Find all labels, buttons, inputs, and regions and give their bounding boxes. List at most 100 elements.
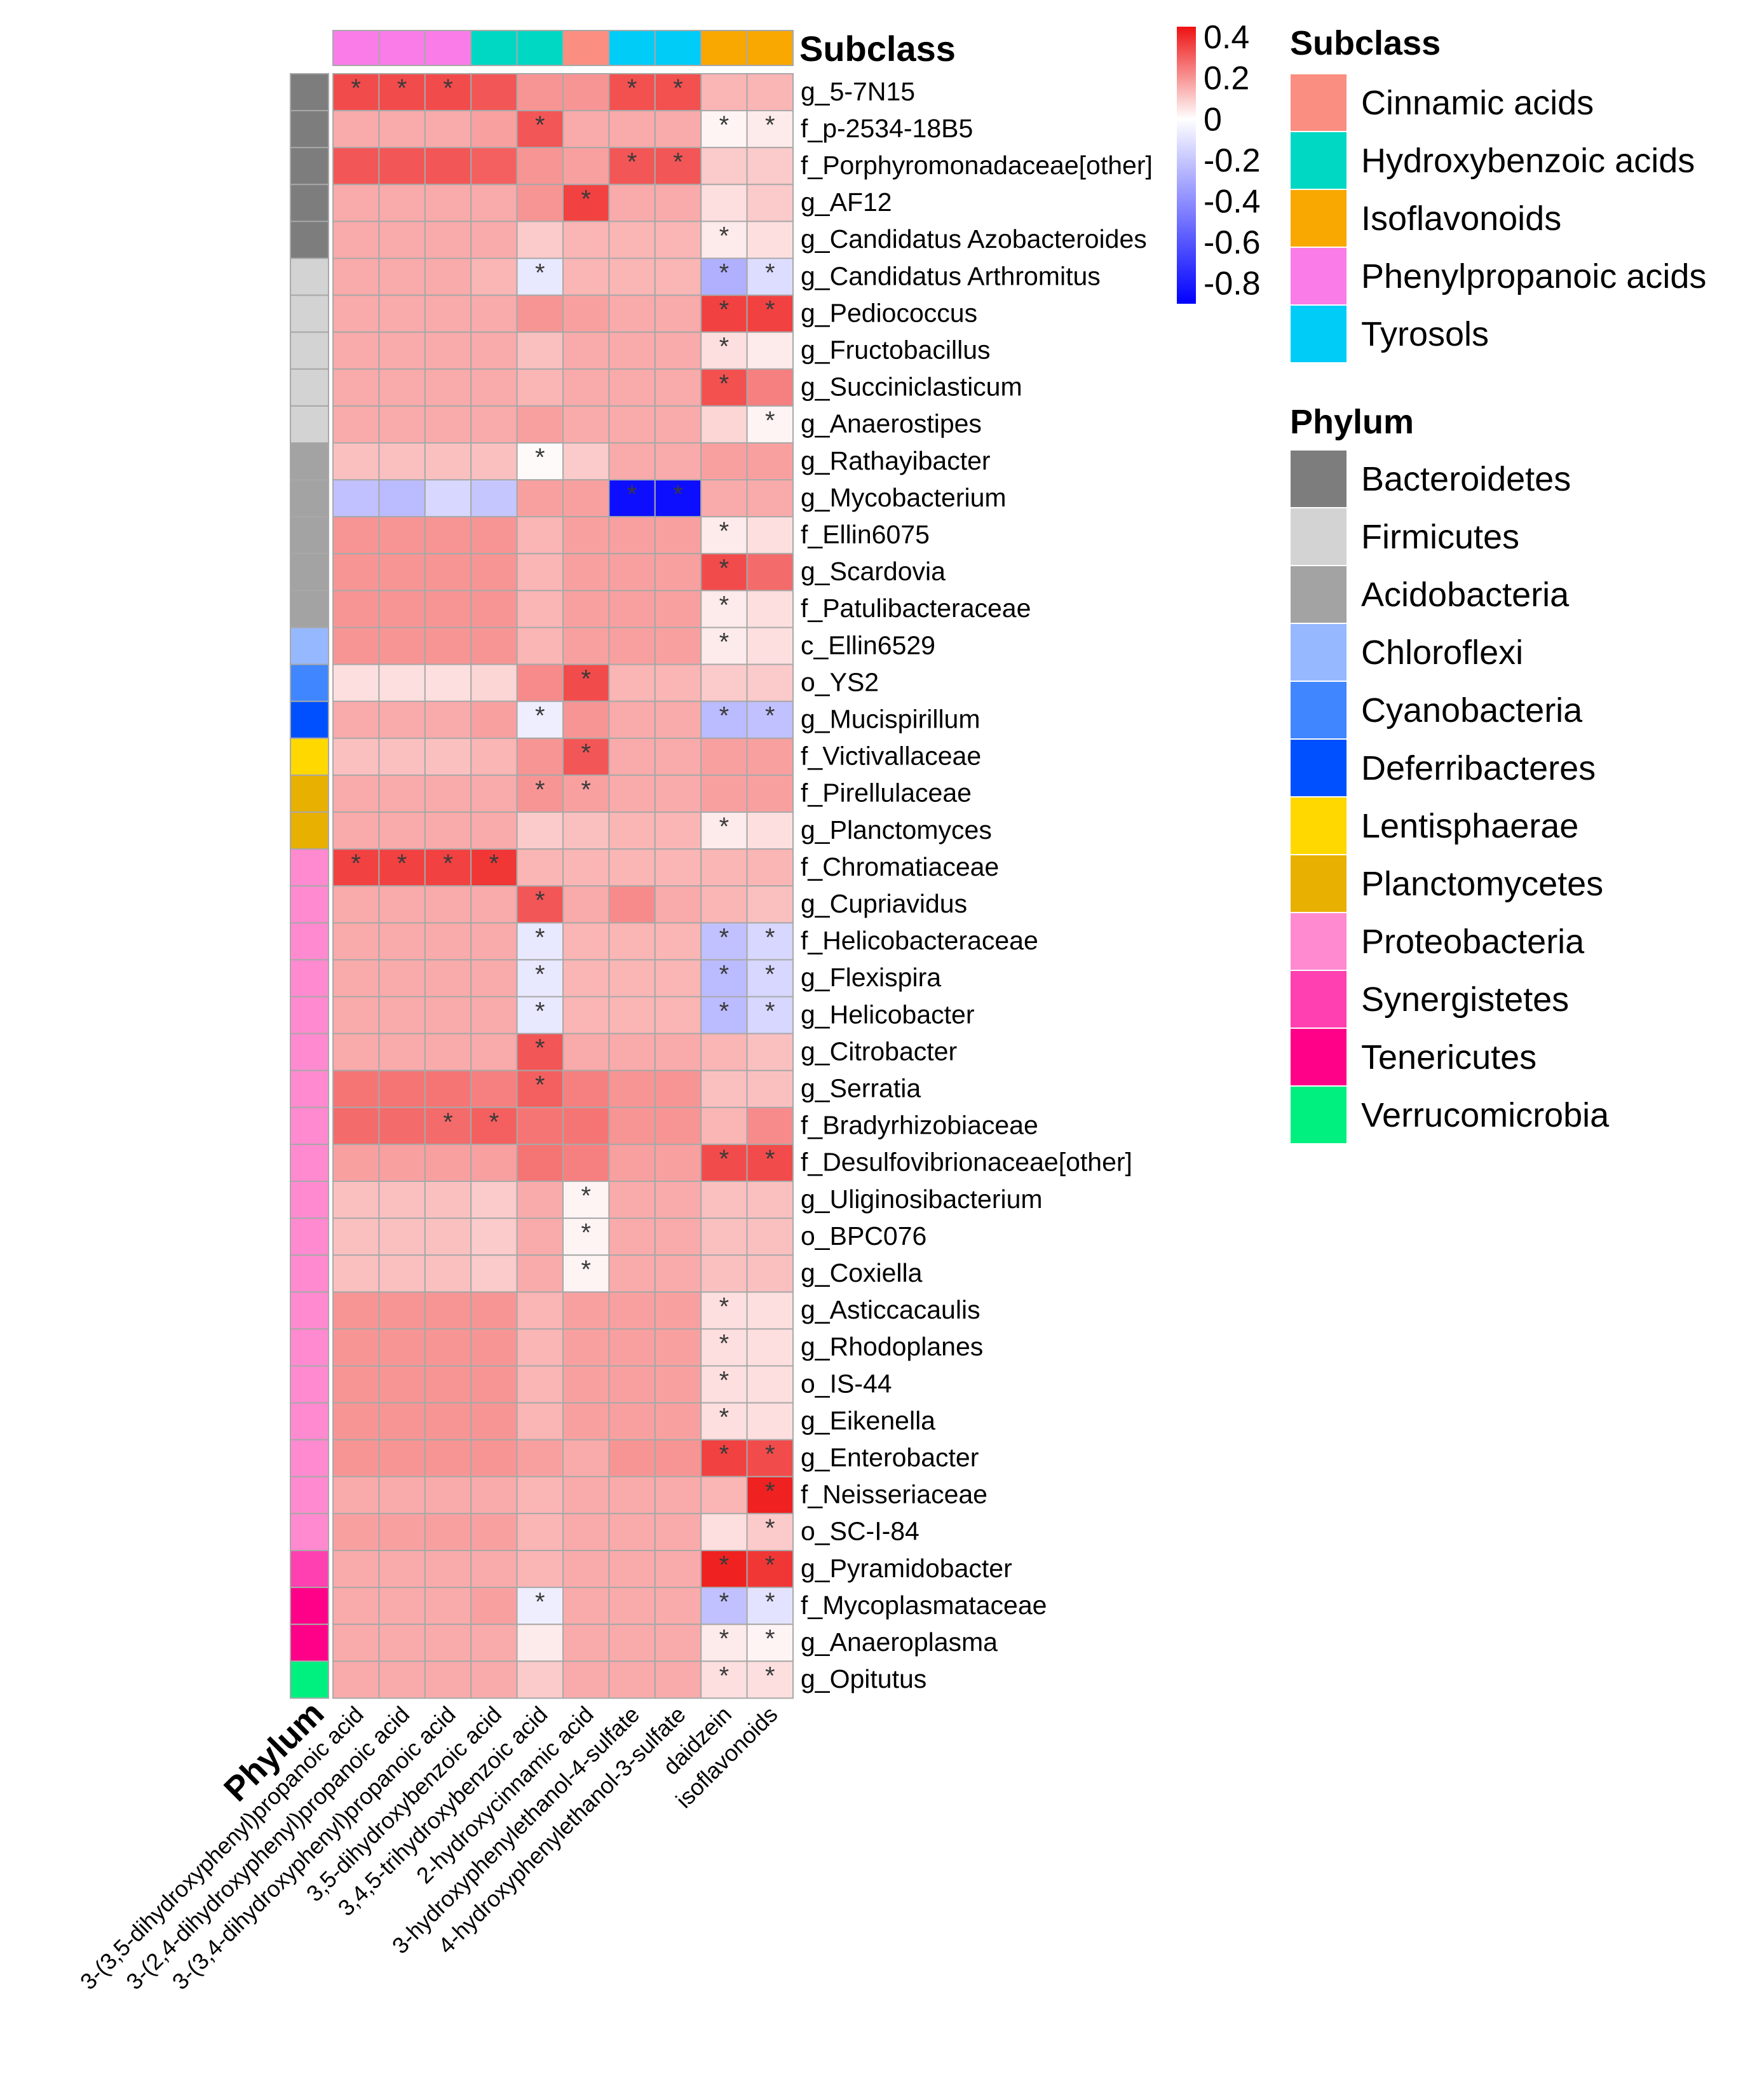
phylum-annotation-cell: [290, 1439, 329, 1477]
heatmap-cell: [516, 1439, 564, 1477]
heatmap-cell: [516, 516, 564, 555]
heatmap-cell: [746, 1402, 794, 1441]
heatmap-cell: [470, 996, 518, 1035]
heatmap-cell: [516, 1033, 564, 1071]
heatmap-cell: [332, 1624, 380, 1662]
row-label: g_Candidatus Azobacteroides: [801, 224, 1147, 254]
heatmap-cell: [654, 627, 702, 665]
heatmap-cell: [516, 1402, 564, 1441]
heatmap-cell: [746, 221, 794, 259]
heatmap-cell: [516, 257, 564, 296]
heatmap-cell: [378, 147, 426, 186]
legend-label: Planctomycetes: [1361, 865, 1603, 903]
heatmap-cell: [516, 1624, 564, 1662]
heatmap-cell: [562, 257, 610, 296]
heatmap-cell: [424, 442, 472, 481]
row-label: f_Pirellulaceae: [801, 778, 972, 808]
heatmap-cell: [608, 1328, 656, 1367]
heatmap-cell: [378, 1476, 426, 1514]
heatmap-cell: [470, 1550, 518, 1589]
heatmap-cell: [470, 774, 518, 813]
heatmap-cell: [378, 1550, 426, 1589]
heatmap-cell: [516, 221, 564, 259]
significance-star: *: [719, 333, 729, 361]
heatmap-cell: [378, 1328, 426, 1367]
significance-star: *: [719, 1551, 729, 1579]
significance-star: *: [719, 1329, 729, 1357]
heatmap-cell: [470, 885, 518, 924]
heatmap-cell: [378, 1402, 426, 1441]
legend-label: Bacteroidetes: [1361, 460, 1571, 498]
heatmap-cell: [700, 848, 748, 887]
heatmap-cell: [654, 1291, 702, 1330]
heatmap-cell: [516, 1476, 564, 1514]
heatmap-cell: [608, 627, 656, 665]
heatmap-cell: [608, 700, 656, 739]
row-labels: g_5-7N15 f_p-2534-18B5 f_Porphyromonadacea…: [801, 77, 1153, 1693]
significance-star: *: [719, 923, 729, 951]
heatmap-cell: [608, 1550, 656, 1589]
heatmap-cell: [608, 811, 656, 850]
significance-star: *: [535, 1035, 545, 1062]
subclass-annotation-cell: [562, 30, 610, 66]
heatmap-cell: [424, 1439, 472, 1477]
heatmap-cell: [700, 479, 748, 518]
significance-star: *: [581, 739, 591, 767]
phylum-annotation-cell: [290, 811, 329, 850]
heatmap-cell: [424, 811, 472, 850]
heatmap-cell: [332, 73, 380, 112]
phylum-annotation-cell: [290, 848, 329, 887]
heatmap-cell: [746, 147, 794, 186]
heatmap-cell: [746, 368, 794, 407]
heatmap-cell: [746, 1218, 794, 1256]
heatmap-cell: [700, 1550, 748, 1589]
heatmap-cell: [608, 442, 656, 481]
legend-swatch: [1289, 189, 1348, 248]
heatmap-cell: [562, 479, 610, 518]
heatmap-cell: [516, 331, 564, 370]
heatmap-cell: [516, 1328, 564, 1367]
heatmap-cell: [746, 110, 794, 149]
legend-swatch: [1289, 970, 1348, 1029]
heatmap-cell: [562, 1550, 610, 1589]
heatmap-cell: [424, 1365, 472, 1404]
significance-star: *: [535, 1071, 545, 1099]
significance-star: *: [489, 1108, 499, 1136]
heatmap-cell: [700, 922, 748, 961]
row-label: g_Planctomyces: [801, 815, 992, 845]
heatmap-cell: [378, 184, 426, 222]
heatmap-cell: [608, 368, 656, 407]
heatmap-cell: [608, 1476, 656, 1514]
heatmap-cell: [608, 737, 656, 776]
heatmap-cell: [654, 774, 702, 813]
significance-star: *: [581, 1256, 591, 1284]
heatmap-cell: [424, 959, 472, 998]
heatmap-cell: [332, 959, 380, 998]
heatmap-cell: [378, 1660, 426, 1699]
heatmap-cell: [470, 257, 518, 296]
heatmap-cell: [654, 1365, 702, 1404]
heatmap-cell: [332, 147, 380, 186]
heatmap-cell: [746, 1291, 794, 1330]
heatmap-cell: [746, 1587, 794, 1625]
heatmap-cell: [424, 1660, 472, 1699]
significance-star: *: [581, 776, 591, 804]
heatmap-cell: [424, 1512, 472, 1551]
heatmap-cell: [700, 737, 748, 776]
heatmap-cell: [746, 1365, 794, 1404]
heatmap-cell: [470, 221, 518, 259]
heatmap-cell: [746, 996, 794, 1035]
legend-label: Acidobacteria: [1361, 576, 1570, 614]
significance-star: *: [627, 148, 637, 176]
significance-star: *: [765, 259, 775, 287]
subclass-annotation-cell: [332, 30, 380, 66]
heatmap-cell: [746, 405, 794, 444]
heatmap-cell: [424, 922, 472, 961]
significance-star: *: [719, 998, 729, 1026]
heatmap-cell: [470, 1106, 518, 1145]
heatmap-cell: [424, 1181, 472, 1219]
heatmap-cell: [424, 1587, 472, 1625]
heatmap-cell: [470, 811, 518, 850]
significance-star: *: [673, 74, 683, 102]
legend-swatch: [1289, 304, 1348, 363]
